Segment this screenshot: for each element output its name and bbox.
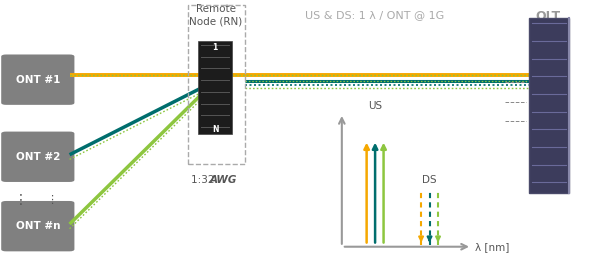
FancyBboxPatch shape xyxy=(1,201,74,251)
Text: DS: DS xyxy=(422,176,437,186)
Text: N: N xyxy=(212,124,218,134)
Bar xyxy=(198,41,232,134)
FancyBboxPatch shape xyxy=(1,132,74,182)
Text: 1:32: 1:32 xyxy=(191,175,217,185)
Text: ⋮: ⋮ xyxy=(15,194,28,207)
Text: Remote
Node (RN): Remote Node (RN) xyxy=(189,4,243,26)
FancyBboxPatch shape xyxy=(1,54,74,105)
Text: ONT #n: ONT #n xyxy=(16,221,60,231)
Text: ONT #1: ONT #1 xyxy=(16,75,60,85)
Text: 1: 1 xyxy=(212,43,218,52)
Text: λ [nm]: λ [nm] xyxy=(475,242,509,252)
Text: US & DS: 1 λ / ONT @ 1G: US & DS: 1 λ / ONT @ 1G xyxy=(306,10,445,20)
Text: ONT #2: ONT #2 xyxy=(16,152,60,162)
Text: ⋮: ⋮ xyxy=(46,196,57,205)
FancyBboxPatch shape xyxy=(529,18,569,193)
Text: AWG: AWG xyxy=(210,175,237,185)
Text: OLT: OLT xyxy=(535,10,560,23)
Text: US: US xyxy=(368,100,382,111)
